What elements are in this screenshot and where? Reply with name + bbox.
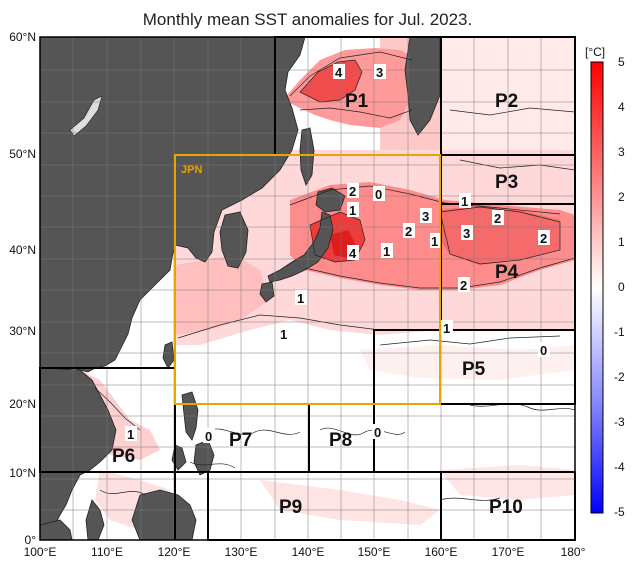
contour-label: 4: [349, 246, 357, 261]
lat-lon-grid: [40, 37, 575, 540]
contour-label: 1: [461, 194, 468, 209]
lon-label: 150°E: [358, 545, 391, 559]
contour-label: 2: [349, 184, 356, 199]
region-label-p4: P4: [495, 262, 519, 283]
colorbar-tick: -3: [614, 415, 625, 429]
contour-label: 1: [349, 203, 356, 218]
contour-label: 2: [494, 211, 501, 226]
colorbar-tick: -1: [614, 325, 625, 339]
contour-label: 2: [460, 278, 467, 293]
jpn-region-box: [174, 154, 441, 405]
colorbar-tick: -2: [614, 370, 625, 384]
longitude-labels: 100°E 110°E 120°E 130°E 140°E 150°E 160°…: [24, 545, 586, 559]
lat-label: 50°N: [9, 147, 36, 161]
contour-label: 1: [383, 244, 390, 259]
colorbar-tick: -4: [614, 460, 625, 474]
colorbar-tick: 2: [618, 190, 625, 204]
lon-label: 130°E: [225, 545, 258, 559]
lat-label: 60°N: [9, 30, 36, 44]
lon-label: 100°E: [24, 545, 57, 559]
region-label-p1: P1: [345, 91, 369, 112]
lon-label: 180°: [561, 545, 586, 559]
contour-value-labels: 4 3 2 0 1 3 2 1 4 1 3 2 2 1 2 1 1 1 0: [125, 64, 550, 444]
colorbar-tick: 4: [618, 100, 625, 114]
anomaly-contours: [94, 51, 575, 501]
contour-label: 3: [422, 209, 429, 224]
lon-label: 120°E: [158, 545, 191, 559]
colorbar-tick: 5: [618, 55, 625, 69]
contour-label: 1: [297, 291, 304, 306]
colorbar-tick: -5: [614, 505, 625, 519]
contour-label: 4: [335, 65, 343, 80]
contour-label: 2: [540, 231, 547, 246]
region-label-p10: P10: [489, 497, 523, 518]
colorbar-gradient: [590, 61, 604, 514]
contour-label: 1: [127, 427, 134, 442]
lat-label: 30°N: [9, 324, 36, 338]
colorbar: [°C] 5 4 3 2 1 0 -1 -2 -3 -4 -5: [585, 45, 625, 519]
contour-label: 0: [375, 187, 382, 202]
lat-label: 0°: [25, 533, 37, 547]
contour-label: 1: [443, 321, 450, 336]
region-label-jpn: JPN: [181, 164, 202, 176]
map-title: Monthly mean SST anomalies for Jul. 2023…: [142, 10, 473, 29]
region-label-p6: P6: [112, 446, 135, 467]
colorbar-unit: [°C]: [585, 45, 605, 59]
region-label-p5: P5: [462, 359, 486, 380]
contour-label: 0: [205, 429, 212, 444]
region-label-p8: P8: [329, 430, 352, 451]
contour-label: 3: [463, 226, 470, 241]
colorbar-tick: 3: [618, 145, 625, 159]
map-frame: [39, 36, 576, 541]
lon-label: 140°E: [292, 545, 325, 559]
contour-label: 3: [376, 65, 383, 80]
lat-label: 20°N: [9, 397, 36, 411]
region-label-p9: P9: [279, 497, 302, 518]
contour-label: 1: [431, 234, 438, 249]
colorbar-tick: 1: [618, 235, 625, 249]
contour-label: 2: [405, 224, 412, 239]
latitude-labels: 60°N 50°N 40°N 30°N 20°N 10°N 0°: [9, 30, 36, 547]
lon-label: 170°E: [492, 545, 525, 559]
contour-label: 1: [280, 327, 287, 342]
lon-label: 160°E: [425, 545, 458, 559]
region-label-p3: P3: [495, 172, 518, 193]
contour-label: 0: [374, 425, 381, 440]
region-label-p2: P2: [495, 91, 518, 112]
lat-label: 10°N: [9, 466, 36, 480]
lat-label: 40°N: [9, 243, 36, 257]
region-label-p7: P7: [229, 430, 252, 451]
contour-label: 0: [540, 343, 547, 358]
lake-baikal: [69, 95, 103, 137]
lon-label: 110°E: [91, 545, 123, 559]
colorbar-tick: 0: [618, 280, 625, 294]
